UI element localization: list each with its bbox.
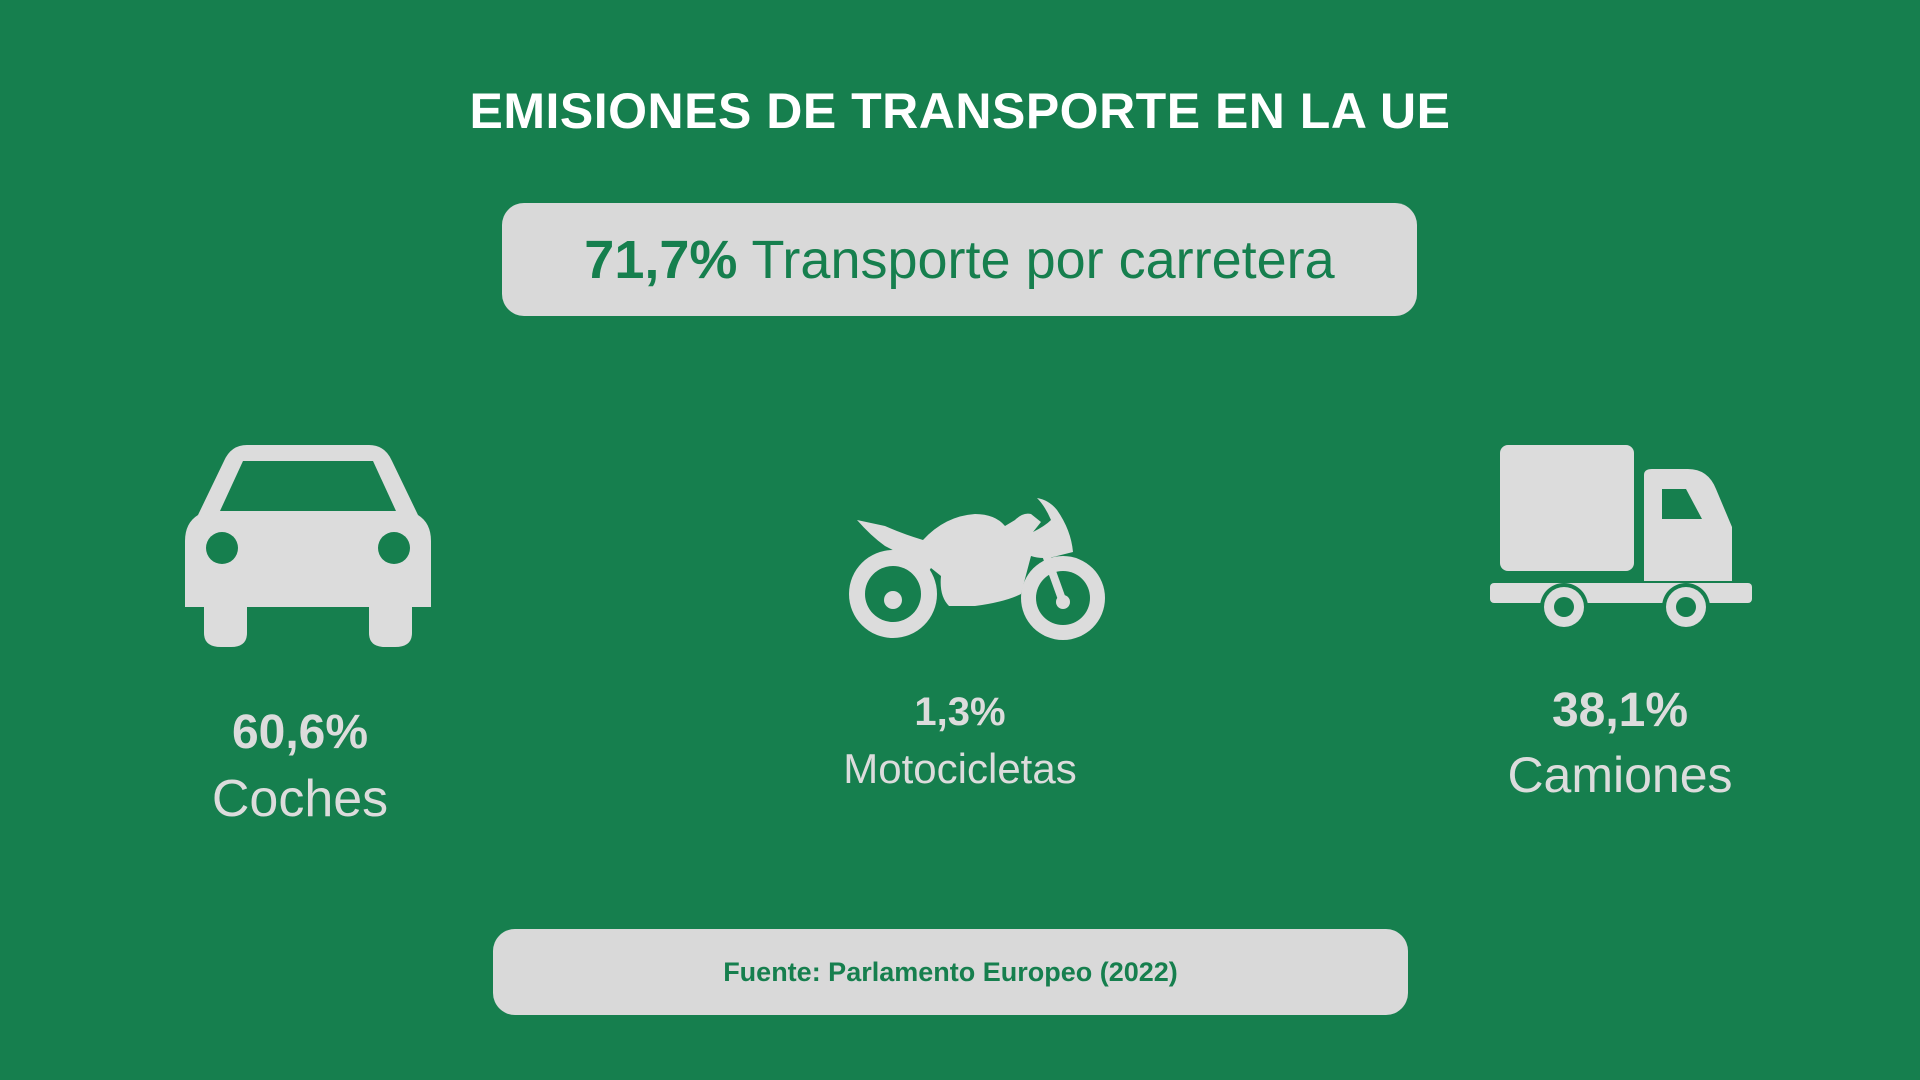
cars-label: Coches [211,770,389,828]
road-transport-label: Transporte por carretera [751,229,1335,290]
motorcycles-percent: 1,3% [914,690,1006,734]
motorcycles-label: Motocicletas [843,745,1077,792]
truck-icon [1490,445,1752,631]
trucks-label: Camiones [1507,747,1733,803]
source-text: Fuente: Parlamento Europeo (2022) [723,956,1178,987]
page-title: EMISIONES DE TRANSPORTE EN LA UE [469,83,1451,139]
cars-percent: 60,6% [231,706,369,759]
stat-motorcycles: 1,3% Motocicletas [780,684,1140,798]
source-banner: Fuente: Parlamento Europeo (2022) [493,929,1408,1015]
stat-cars: 60,6% Coches [150,702,450,834]
stat-trucks: 38,1% Camiones [1460,680,1780,808]
trucks-percent: 38,1% [1551,684,1689,737]
road-transport-banner: 71,7% Transporte por carretera [502,203,1417,316]
road-transport-percent: 71,7% [584,229,738,290]
motorcycle-icon [845,490,1107,642]
car-icon [185,445,431,647]
